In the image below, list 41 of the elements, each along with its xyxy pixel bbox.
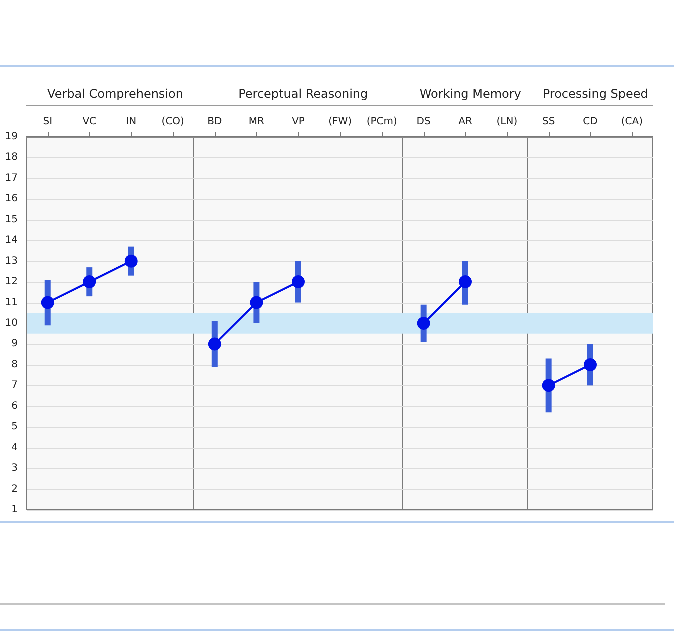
x-tick-label: VC: [82, 116, 97, 128]
y-tick-label: 5: [12, 422, 18, 433]
y-tick-label: 15: [5, 214, 18, 226]
y-tick-label: 16: [5, 194, 18, 205]
x-tick-label: AR: [458, 116, 472, 128]
x-tick-label: BD: [208, 116, 222, 128]
y-tick-label: 18: [5, 152, 18, 164]
point: [41, 296, 54, 310]
y-tick-label: 2: [12, 484, 18, 495]
y-tick-label: 14: [5, 235, 18, 246]
x-tick-label: DS: [416, 116, 431, 128]
x-tick-label: SI: [43, 116, 53, 128]
y-tick-label: 9: [12, 338, 18, 350]
y-tick-label: 12: [5, 276, 18, 288]
y-tick-label: 1: [12, 504, 18, 516]
y-tick-label: 7: [12, 380, 18, 392]
y-tick-label: 4: [12, 442, 18, 454]
chart-title: Perceptual Reasoning: [238, 87, 368, 101]
x-tick-label: (CO): [162, 116, 185, 128]
chart-title: Processing Speed: [542, 87, 648, 101]
x-tick-label: (LN): [496, 116, 518, 128]
y-tick-label: 10: [5, 318, 18, 329]
y-tick-label: 17: [5, 172, 18, 184]
y-tick-label: 13: [5, 256, 18, 267]
chart-title: Verbal Comprehension: [48, 87, 184, 101]
point: [124, 254, 138, 268]
y-tick-label: 6: [12, 400, 18, 412]
y-tick-label: 8: [12, 359, 18, 370]
x-tick-label: (FW): [328, 116, 352, 128]
x-tick-label: CD: [583, 116, 598, 128]
x-tick-label: (PCm): [366, 116, 398, 128]
chart-title: Working Memory: [420, 87, 522, 101]
x-tick-label: MR: [248, 116, 265, 128]
y-tick-label: 19: [5, 132, 18, 142]
x-tick-label: VP: [292, 116, 305, 128]
y-tick-label: 3: [12, 463, 18, 474]
point: [83, 276, 96, 289]
x-tick-label: IN: [126, 116, 137, 128]
y-tick-label: 11: [5, 297, 18, 308]
x-tick-label: SS: [542, 116, 556, 128]
x-tick-label: (CA): [621, 116, 644, 128]
